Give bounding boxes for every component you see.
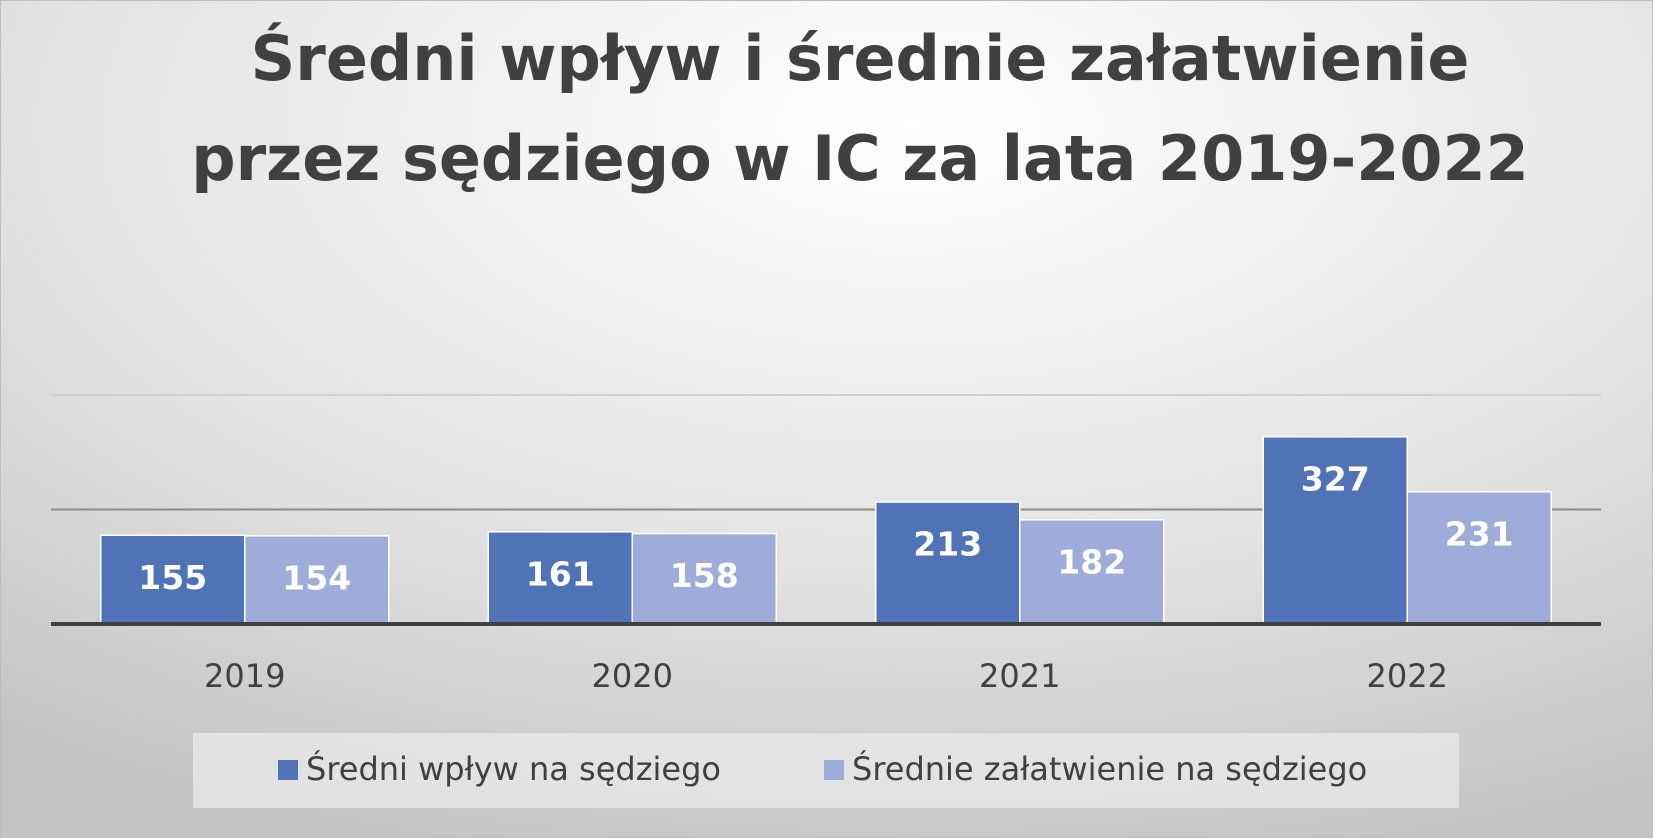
data-label: 161 — [526, 554, 595, 593]
bar — [1019, 519, 1165, 625]
data-label: 213 — [913, 525, 982, 564]
bar — [1406, 491, 1552, 625]
legend-label: Średni wpływ na sędziego — [306, 749, 721, 788]
x-tick-label: 2020 — [592, 657, 673, 695]
data-label: 158 — [670, 556, 739, 595]
x-tick-label: 2021 — [979, 657, 1060, 695]
data-label: 231 — [1445, 514, 1514, 553]
data-label: 155 — [138, 558, 207, 597]
x-tick-label: 2022 — [1367, 657, 1448, 695]
legend-swatch — [824, 760, 844, 780]
bar — [875, 501, 1021, 625]
x-tick-label: 2019 — [204, 657, 285, 695]
data-label: 154 — [282, 558, 351, 597]
chart-title: przez sędziego w IC za lata 2019-2022 — [191, 122, 1529, 195]
bar — [487, 531, 633, 625]
chart-title: Średni wpływ i średnie załatwienie — [251, 22, 1470, 95]
bar — [100, 534, 246, 625]
data-label: 327 — [1301, 459, 1370, 498]
legend-swatch — [278, 760, 298, 780]
bar — [244, 535, 390, 625]
bar — [631, 532, 777, 625]
legend-label: Średnie załatwienie na sędziego — [852, 749, 1367, 788]
data-label: 182 — [1057, 542, 1126, 581]
